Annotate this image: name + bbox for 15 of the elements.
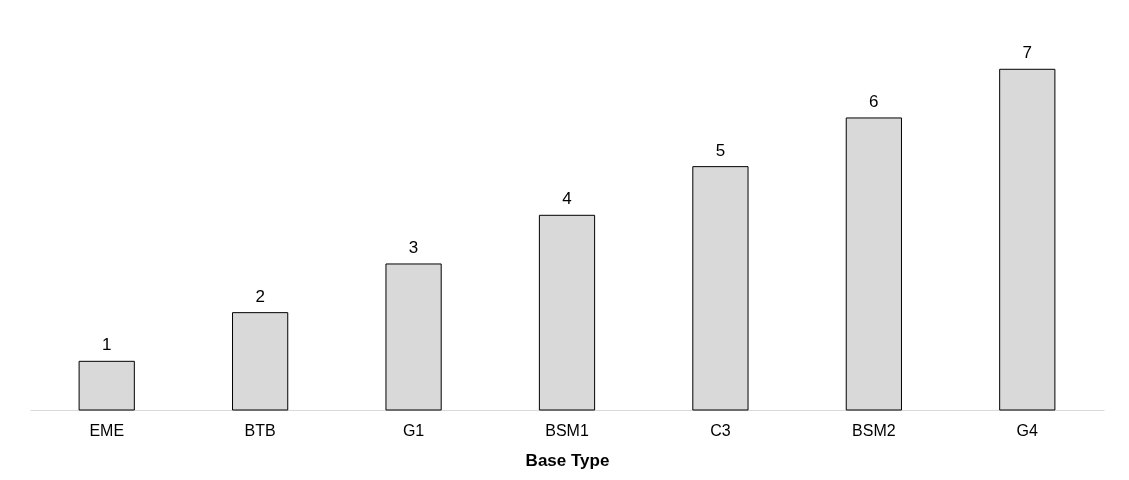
x-axis-title: Base Type	[525, 450, 610, 470]
x-tick-label: BTB	[244, 421, 276, 439]
data-label: 2	[255, 286, 265, 306]
x-tick-label: BSM1	[545, 421, 589, 439]
x-tick-label: G1	[402, 421, 425, 439]
x-tick-label: BSM2	[852, 421, 896, 439]
data-label: 6	[869, 91, 879, 111]
x-tick-label: C3	[710, 421, 731, 439]
data-label: 1	[101, 335, 112, 355]
data-label: 3	[408, 237, 419, 257]
data-label: 5	[715, 140, 726, 160]
x-tick-label: EME	[89, 421, 125, 439]
x-tick-label: G4	[1016, 421, 1039, 439]
data-label: 4	[562, 189, 572, 209]
data-label: 7	[1022, 43, 1033, 63]
